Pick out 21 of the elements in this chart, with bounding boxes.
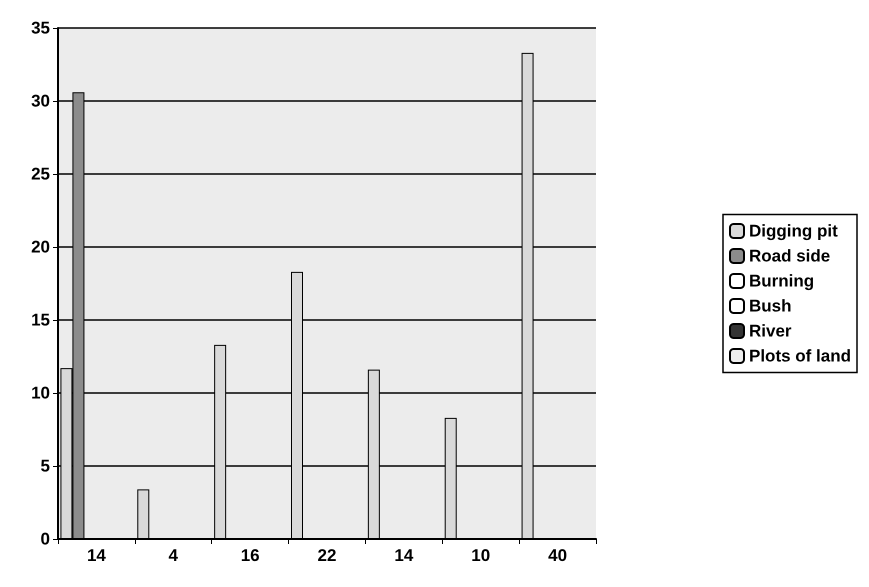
legend-label: Road side bbox=[749, 246, 830, 266]
y-tick-label: 20 bbox=[31, 238, 50, 256]
y-tick-label: 25 bbox=[31, 164, 50, 184]
y-tick-label: 35 bbox=[31, 18, 50, 38]
legend-label: River bbox=[749, 322, 792, 340]
y-tick-label: 15 bbox=[31, 310, 50, 330]
y-tick-label: 5 bbox=[40, 456, 50, 476]
x-tick-label: 10 bbox=[471, 546, 490, 565]
legend-label: Burning bbox=[749, 272, 814, 290]
x-tick-label: 40 bbox=[548, 546, 568, 565]
x-tick-label: 16 bbox=[240, 546, 260, 565]
legend-label: Digging pit bbox=[749, 222, 838, 240]
legend-label: Plots of land bbox=[749, 346, 851, 366]
x-tick-label: 14 bbox=[394, 546, 414, 565]
y-tick-label: 10 bbox=[31, 384, 50, 402]
x-tick-label: 4 bbox=[168, 546, 179, 565]
legend-label: Bush bbox=[749, 296, 792, 316]
y-tick-label: 0 bbox=[40, 530, 50, 548]
x-tick-label: 14 bbox=[86, 546, 106, 565]
x-tick-label: 22 bbox=[318, 546, 336, 565]
y-tick-label: 30 bbox=[31, 92, 50, 110]
